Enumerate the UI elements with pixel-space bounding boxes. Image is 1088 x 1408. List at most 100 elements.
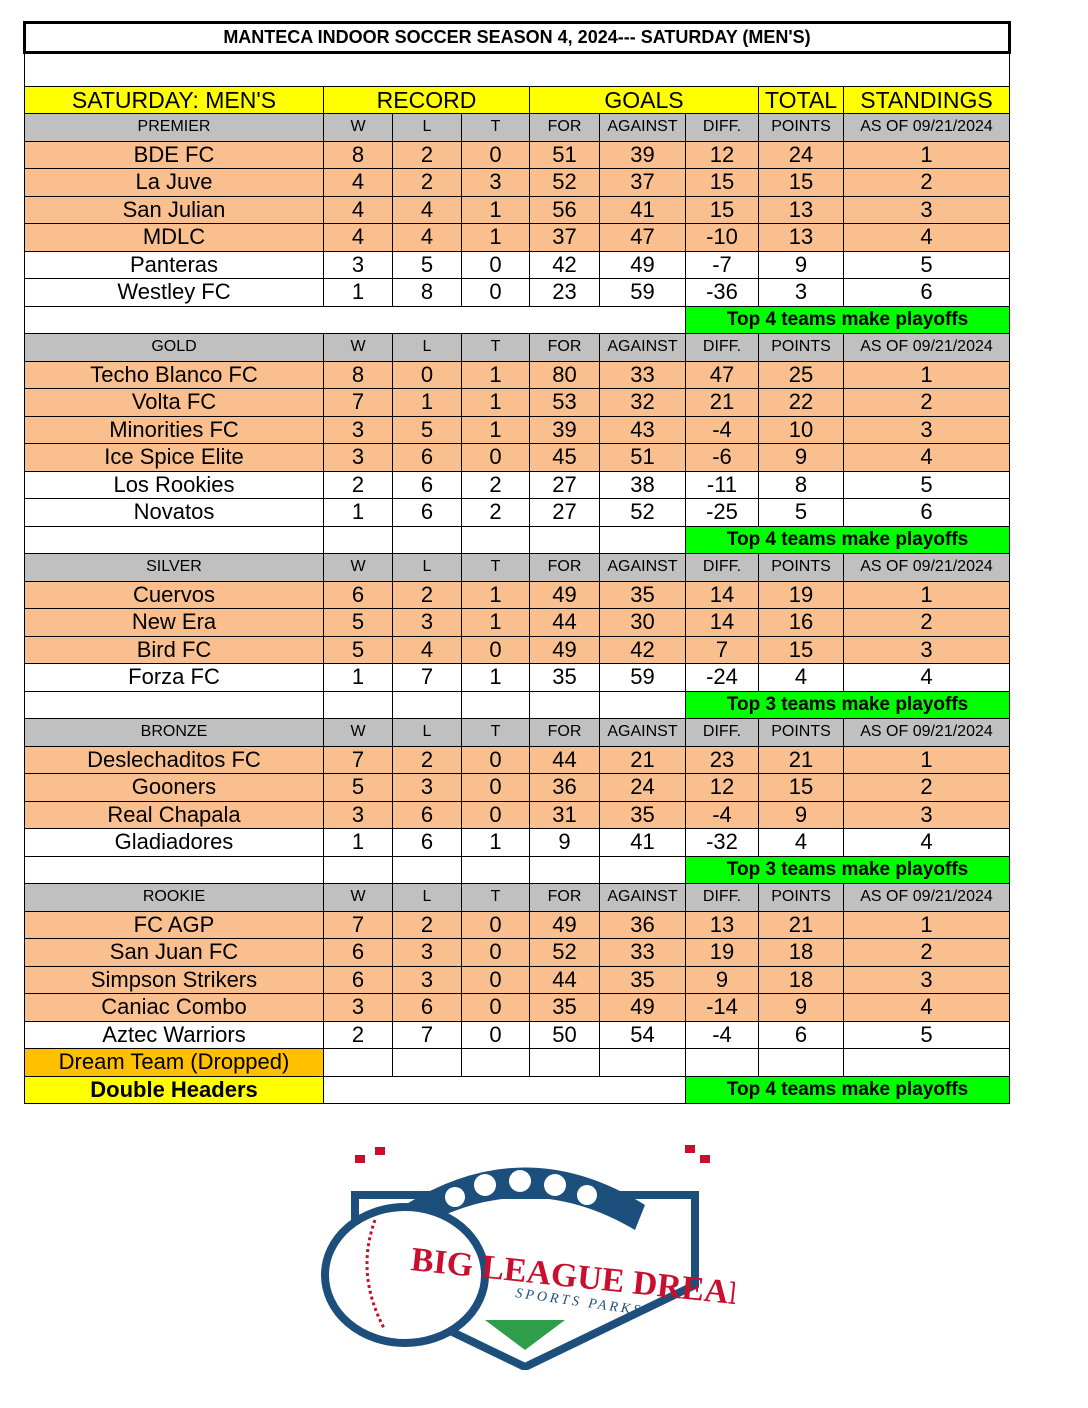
goals-for-cell: 23 — [529, 278, 600, 307]
ties-cell: 2 — [461, 470, 530, 499]
table-row: Caniac Combo 3 6 0 35 49 -14 9 4 — [24, 993, 1010, 1022]
standing-cell: 3 — [843, 195, 1010, 224]
goals-for-cell: 50 — [529, 1020, 600, 1049]
goals-for-cell: 27 — [529, 498, 600, 527]
column-header-goals-for: FOR — [529, 553, 600, 582]
empty-cell — [392, 690, 462, 719]
column-header-points: POINTS — [758, 333, 844, 362]
goals-against-cell: 33 — [599, 938, 686, 967]
playoff-note: Top 3 teams make playoffs — [685, 855, 1010, 884]
points-cell: 9 — [758, 993, 844, 1022]
points-cell: 13 — [758, 195, 844, 224]
table-row: San Juan FC 6 3 0 52 33 19 18 2 — [24, 938, 1010, 967]
column-header-ties: T — [461, 113, 530, 142]
column-header-goals-for: FOR — [529, 718, 600, 747]
division-subheader: SILVER W L T FOR AGAINST DIFF. POINTS AS OF 09/2… — [24, 553, 1010, 582]
goals-for-cell: 37 — [529, 223, 600, 252]
team-name: MDLC — [24, 223, 324, 252]
goals-for-cell: 49 — [529, 635, 600, 664]
goal-diff-cell: -4 — [685, 800, 759, 829]
goal-diff-cell: -24 — [685, 663, 759, 692]
standing-cell: 2 — [843, 938, 1010, 967]
losses-cell: 3 — [392, 608, 462, 637]
team-name: San Juan FC — [24, 938, 324, 967]
blank-row — [24, 51, 1010, 87]
points-cell: 4 — [758, 663, 844, 692]
standing-cell: 2 — [843, 388, 1010, 417]
points-cell: 15 — [758, 168, 844, 197]
goal-diff-cell: -6 — [685, 443, 759, 472]
table-row: Gooners 5 3 0 36 24 12 15 2 — [24, 773, 1010, 802]
table-row: Techo Blanco FC 8 0 1 80 33 47 25 1 — [24, 360, 1010, 389]
team-name: Los Rookies — [24, 470, 324, 499]
standings-header: STANDINGS — [843, 85, 1010, 114]
table-row: Los Rookies 2 6 2 27 38 -11 8 5 — [24, 470, 1010, 499]
goals-for-cell: 52 — [529, 938, 600, 967]
column-header-goals-against: AGAINST — [599, 553, 686, 582]
double-headers-row: Double Headers Top 4 teams make playoffs — [24, 1075, 1010, 1104]
team-name: Caniac Combo — [24, 993, 324, 1022]
ties-cell: 0 — [461, 745, 530, 774]
team-name: Bird FC — [24, 635, 324, 664]
playoff-note: Top 4 teams make playoffs — [685, 525, 1010, 554]
goals-against-cell: 36 — [599, 910, 686, 939]
ties-cell: 1 — [461, 195, 530, 224]
wins-cell: 3 — [323, 993, 393, 1022]
wins-cell: 6 — [323, 938, 393, 967]
goals-against-cell: 47 — [599, 223, 686, 252]
goals-header: GOALS — [529, 85, 759, 114]
goal-diff-cell: 14 — [685, 580, 759, 609]
wins-cell: 7 — [323, 745, 393, 774]
goals-for-cell: 45 — [529, 443, 600, 472]
goals-against-cell: 37 — [599, 168, 686, 197]
wins-cell: 2 — [323, 1020, 393, 1049]
goals-against-cell: 35 — [599, 800, 686, 829]
goals-for-cell: 51 — [529, 140, 600, 169]
losses-cell: 8 — [392, 278, 462, 307]
ties-cell: 1 — [461, 663, 530, 692]
losses-cell: 4 — [392, 195, 462, 224]
goals-for-cell: 80 — [529, 360, 600, 389]
points-cell: 24 — [758, 140, 844, 169]
standing-cell: 1 — [843, 580, 1010, 609]
team-name: Aztec Warriors — [24, 1020, 324, 1049]
goals-against-cell: 54 — [599, 1020, 686, 1049]
empty-cell — [843, 1048, 1010, 1077]
column-header-points: POINTS — [758, 718, 844, 747]
losses-cell: 5 — [392, 250, 462, 279]
column-header-points: POINTS — [758, 553, 844, 582]
table-row: BDE FC 8 2 0 51 39 12 24 1 — [24, 140, 1010, 169]
column-header-goals-for: FOR — [529, 113, 600, 142]
ties-cell: 0 — [461, 635, 530, 664]
goals-for-cell: 27 — [529, 470, 600, 499]
record-header: RECORD — [323, 85, 530, 114]
table-row: Volta FC 7 1 1 53 32 21 22 2 — [24, 388, 1010, 417]
column-header-standing: AS OF 09/21/2024 — [843, 113, 1010, 142]
empty-cell — [461, 690, 530, 719]
team-name: New Era — [24, 608, 324, 637]
empty-cell — [24, 855, 324, 884]
goal-diff-cell: -10 — [685, 223, 759, 252]
goal-diff-cell: -7 — [685, 250, 759, 279]
goals-against-cell: 51 — [599, 443, 686, 472]
team-name: San Julian — [24, 195, 324, 224]
wins-cell: 4 — [323, 195, 393, 224]
team-name: Real Chapala — [24, 800, 324, 829]
losses-cell: 4 — [392, 223, 462, 252]
team-name: Deslechaditos FC — [24, 745, 324, 774]
playoff-note-row: Top 4 teams make playoffs — [24, 525, 1010, 554]
goals-for-cell: 56 — [529, 195, 600, 224]
table-row: New Era 5 3 1 44 30 14 16 2 — [24, 608, 1010, 637]
playoff-note: Top 3 teams make playoffs — [685, 690, 1010, 719]
empty-cell — [599, 525, 686, 554]
wins-cell: 1 — [323, 498, 393, 527]
goals-for-cell: 44 — [529, 965, 600, 994]
ties-cell: 3 — [461, 168, 530, 197]
wins-cell: 8 — [323, 140, 393, 169]
column-header-points: POINTS — [758, 883, 844, 912]
standing-cell: 5 — [843, 470, 1010, 499]
team-name: Gladiadores — [24, 828, 324, 857]
points-cell: 21 — [758, 745, 844, 774]
losses-cell: 5 — [392, 415, 462, 444]
goal-diff-cell: -4 — [685, 1020, 759, 1049]
